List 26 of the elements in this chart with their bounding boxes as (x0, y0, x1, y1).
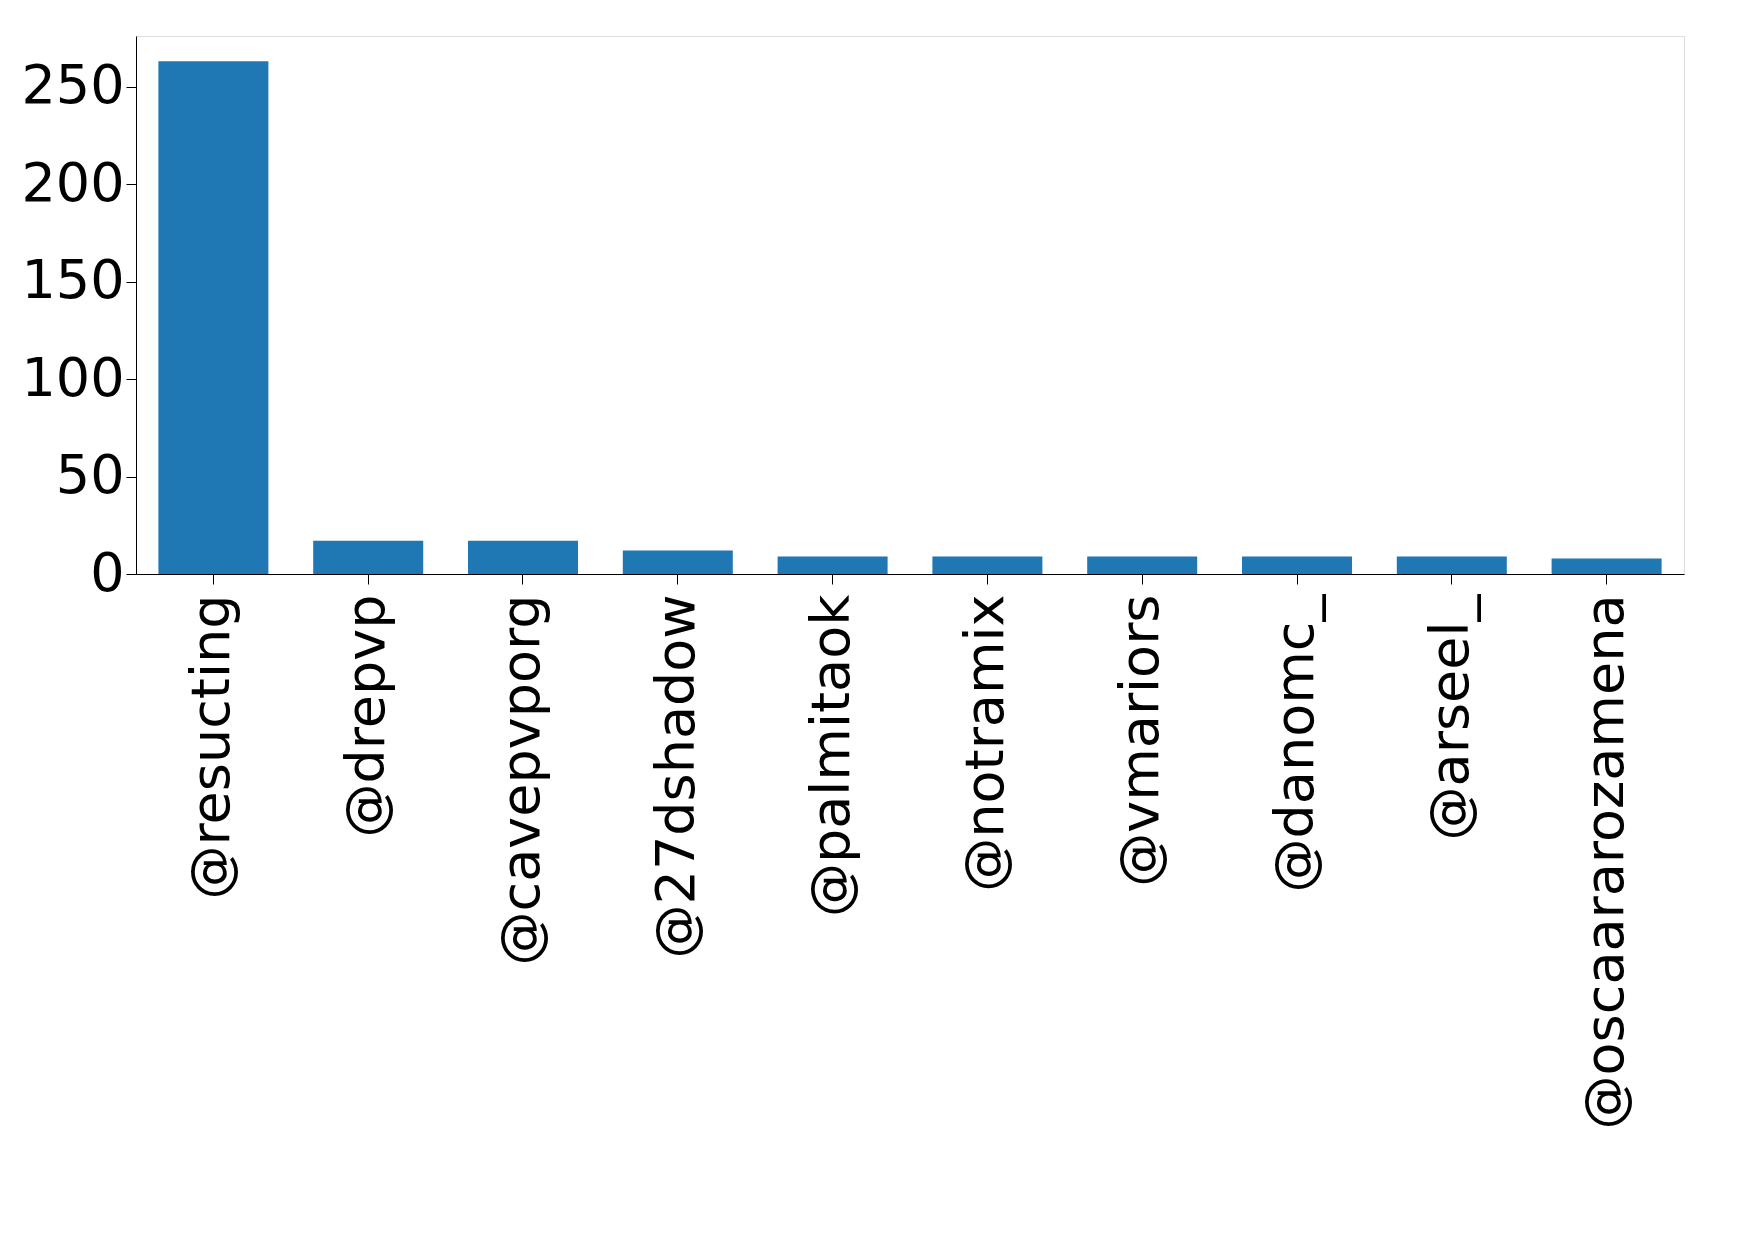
x-tick-label: @27dshadow (643, 594, 707, 959)
x-tick-label: @drepvp (334, 594, 398, 838)
x-tick-label: @oscaararozamena (1572, 594, 1636, 1130)
bar (1087, 556, 1198, 574)
bar (1242, 556, 1352, 574)
y-tick-label: 150 (21, 248, 125, 312)
bar (622, 550, 733, 574)
y-tick-label: 250 (21, 53, 125, 117)
x-tick-label: @danomc_ (1263, 593, 1326, 893)
x-tick-label: @notramix (953, 594, 1017, 892)
bar (1551, 558, 1662, 574)
bar (777, 556, 888, 574)
y-tick-label: 200 (21, 150, 125, 214)
y-tick-label: 0 (90, 540, 125, 604)
x-tick-label: @vmariors (1108, 594, 1172, 887)
bar (1396, 556, 1507, 574)
bar (932, 556, 1043, 574)
x-tick-label: @arseel_ (1417, 593, 1481, 841)
x-tick-label: @cavepvporg (489, 594, 552, 966)
x-tick-label: @palmitaok (798, 593, 862, 918)
bar (468, 540, 578, 574)
x-tick-label: @resucting (179, 594, 243, 900)
bar (158, 61, 269, 574)
y-tick-label: 50 (55, 443, 125, 507)
y-tick-label: 100 (21, 345, 125, 409)
bar (313, 540, 424, 574)
